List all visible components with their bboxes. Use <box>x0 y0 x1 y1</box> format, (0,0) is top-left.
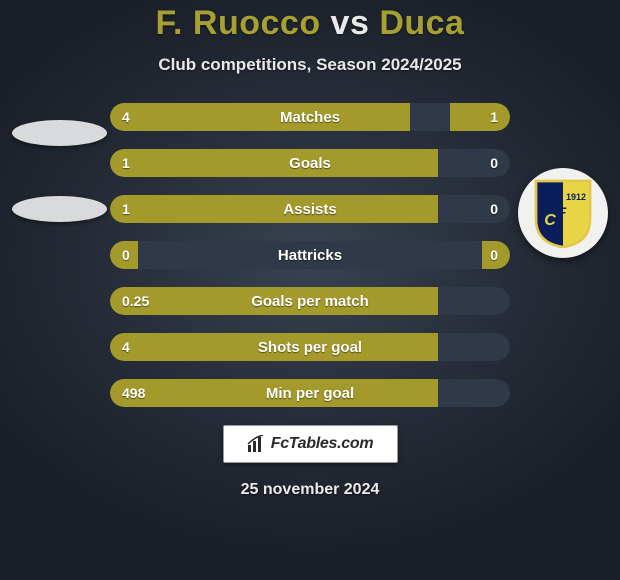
stat-bar-left <box>110 149 438 177</box>
stat-rows: 41Matches 10Goals 10Assists 00Hattricks 0.25… <box>110 103 510 407</box>
comparison-card: F. Ruocco vs Duca Club competitions, Sea… <box>0 0 620 580</box>
fctables-logo: FcTables.com <box>223 425 398 463</box>
stat-bar-left <box>110 241 138 269</box>
player1-name: F. Ruocco <box>156 4 321 42</box>
subtitle: Club competitions, Season 2024/2025 <box>0 55 620 75</box>
player2-name: Duca <box>379 4 464 42</box>
stat-bar-right <box>450 103 510 131</box>
stat-bar-left <box>110 379 438 407</box>
crest-year: 1912 <box>566 192 586 202</box>
stat-row: 4Shots per goal <box>110 333 510 361</box>
stat-row: 41Matches <box>110 103 510 131</box>
player2-badge-area: 1912 C F <box>518 168 608 258</box>
stat-bar-left <box>110 333 438 361</box>
vs-text: vs <box>331 4 370 42</box>
stat-track <box>110 241 510 269</box>
stat-bar-left <box>110 287 438 315</box>
stat-bar-right <box>482 241 510 269</box>
stat-row: 10Assists <box>110 195 510 223</box>
bars-icon <box>247 435 267 453</box>
stat-row: 0.25Goals per match <box>110 287 510 315</box>
stat-row: 10Goals <box>110 149 510 177</box>
stat-row: 498Min per goal <box>110 379 510 407</box>
stat-bar-left <box>110 103 410 131</box>
logo-text: FcTables.com <box>271 435 374 453</box>
svg-text:F: F <box>558 204 567 220</box>
stat-bar-left <box>110 195 438 223</box>
stat-row: 00Hattricks <box>110 241 510 269</box>
footer-date: 25 november 2024 <box>0 481 620 499</box>
club-crest-icon: 1912 C F <box>518 168 608 258</box>
svg-text:C: C <box>544 212 556 229</box>
player1-badge-area <box>12 168 107 222</box>
placeholder-oval-icon <box>12 120 107 146</box>
page-title: F. Ruocco vs Duca <box>0 4 620 43</box>
placeholder-oval-icon <box>12 196 107 222</box>
shield-icon: 1912 C F <box>532 177 594 249</box>
